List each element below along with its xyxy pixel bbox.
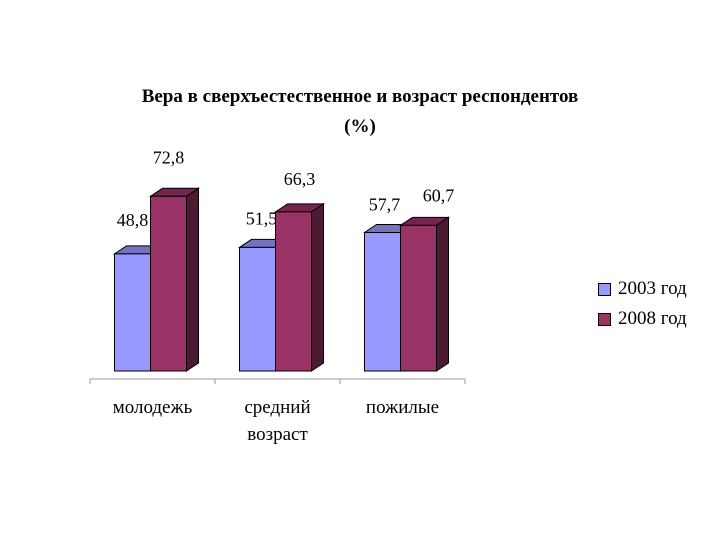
data-label-2008-cat1: 66,3 — [284, 169, 316, 189]
bar-2008-cat2-side — [436, 216, 449, 372]
legend-swatch-2008 — [598, 312, 611, 326]
data-label-2008-cat2: 60,7 — [423, 185, 455, 205]
x-tick-label-cat1-line1: возраст — [247, 424, 308, 445]
bar-2008-cat0-side — [186, 187, 199, 372]
bar-2003-cat1 — [239, 246, 276, 372]
bar-2003-cat0 — [114, 253, 151, 372]
data-label-2003-cat1: 51,5 — [246, 208, 278, 228]
x-tick-label-cat1: средний — [244, 397, 310, 418]
legend-item-2003: 2003 год — [598, 274, 687, 304]
chart-title: Вера в сверхъестественное и возраст респ… — [141, 86, 579, 107]
legend-item-2008: 2008 год — [598, 304, 687, 334]
bar-2008-cat1 — [275, 211, 312, 372]
legend: 2003 год 2008 год — [598, 274, 687, 334]
data-label-2008-cat0: 72,8 — [153, 147, 185, 167]
legend-swatch-2003 — [598, 282, 611, 296]
legend-label-2008: 2008 год — [618, 308, 687, 329]
legend-label-2003: 2003 год — [618, 278, 687, 299]
x-tick-label-cat2: пожилые — [366, 397, 439, 418]
bar-2008-cat0 — [150, 195, 187, 372]
data-label-2003-cat2: 57,7 — [369, 195, 401, 215]
bar-2008-cat1-side — [311, 202, 324, 372]
bar-2003-cat2 — [364, 232, 401, 372]
bar-2008-cat2 — [400, 224, 437, 372]
chart-title-unit: (%) — [344, 116, 376, 137]
x-tick-label-cat0: молодежь — [113, 397, 193, 418]
data-label-2003-cat0: 48,8 — [117, 210, 149, 230]
